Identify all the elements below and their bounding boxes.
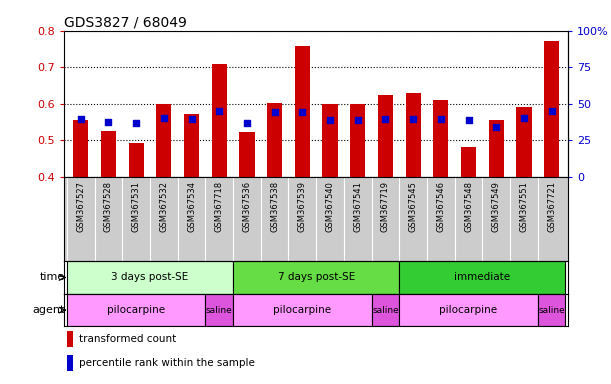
Text: GSM367531: GSM367531 [131, 181, 141, 232]
Point [408, 116, 418, 122]
Text: GSM367536: GSM367536 [243, 181, 252, 232]
Text: GSM367548: GSM367548 [464, 181, 473, 232]
Bar [156, 104, 172, 177]
Point [491, 124, 501, 130]
Text: saline: saline [538, 306, 565, 314]
Point [214, 108, 224, 114]
Text: GSM367534: GSM367534 [187, 181, 196, 232]
Text: GSM367551: GSM367551 [519, 181, 529, 232]
Text: saline: saline [206, 306, 233, 314]
Text: GSM367539: GSM367539 [298, 181, 307, 232]
Text: pilocarpine: pilocarpine [107, 305, 165, 315]
Text: GSM367546: GSM367546 [436, 181, 445, 232]
Point [187, 116, 197, 122]
Bar [323, 104, 338, 177]
Bar [295, 46, 310, 177]
Bar [205, 294, 233, 326]
Text: transformed count: transformed count [79, 334, 177, 344]
Point [76, 116, 86, 122]
Bar [371, 294, 399, 326]
Text: GSM367549: GSM367549 [492, 181, 501, 232]
Bar [399, 261, 565, 294]
Bar [350, 104, 365, 177]
Bar [67, 331, 73, 348]
Point [298, 109, 307, 115]
Text: GDS3827 / 68049: GDS3827 / 68049 [64, 16, 187, 30]
Text: GSM367721: GSM367721 [547, 181, 556, 232]
Text: GSM367538: GSM367538 [270, 181, 279, 232]
Text: GSM367718: GSM367718 [214, 181, 224, 232]
Bar [211, 63, 227, 177]
Text: pilocarpine: pilocarpine [273, 305, 331, 315]
Text: pilocarpine: pilocarpine [439, 305, 497, 315]
Point [325, 118, 335, 124]
Text: percentile rank within the sample: percentile rank within the sample [79, 358, 255, 368]
Text: GSM367540: GSM367540 [326, 181, 335, 232]
Text: GSM367528: GSM367528 [104, 181, 113, 232]
Point [131, 119, 141, 126]
Bar [267, 103, 282, 177]
Bar [399, 294, 538, 326]
Point [381, 116, 390, 122]
Bar [73, 120, 89, 177]
Text: GSM367719: GSM367719 [381, 181, 390, 232]
Point [547, 108, 557, 114]
Point [464, 118, 474, 124]
Point [519, 115, 529, 121]
Text: 7 days post-SE: 7 days post-SE [277, 272, 355, 283]
Point [270, 109, 280, 115]
Bar [233, 261, 399, 294]
Bar [378, 94, 393, 177]
Bar [544, 41, 559, 177]
Text: GSM367541: GSM367541 [353, 181, 362, 232]
Text: GSM367532: GSM367532 [159, 181, 169, 232]
Bar [101, 131, 116, 177]
Bar [67, 294, 205, 326]
Point [242, 119, 252, 126]
Bar [516, 107, 532, 177]
Bar [67, 355, 73, 371]
Bar [184, 114, 199, 177]
Point [104, 119, 114, 125]
Text: GSM367527: GSM367527 [76, 181, 86, 232]
Bar [406, 93, 421, 177]
Bar [67, 261, 233, 294]
Point [436, 116, 445, 122]
Text: 3 days post-SE: 3 days post-SE [111, 272, 189, 283]
Bar [433, 100, 448, 177]
Bar [233, 294, 371, 326]
Text: time: time [40, 272, 65, 283]
Text: GSM367545: GSM367545 [409, 181, 418, 232]
Bar [538, 294, 565, 326]
Bar [489, 120, 504, 177]
Text: saline: saline [372, 306, 399, 314]
Text: agent: agent [32, 305, 65, 315]
Text: immediate: immediate [455, 272, 510, 283]
Bar [240, 132, 255, 177]
Bar [461, 147, 476, 177]
Bar [128, 143, 144, 177]
Point [353, 117, 362, 123]
Point [159, 114, 169, 121]
